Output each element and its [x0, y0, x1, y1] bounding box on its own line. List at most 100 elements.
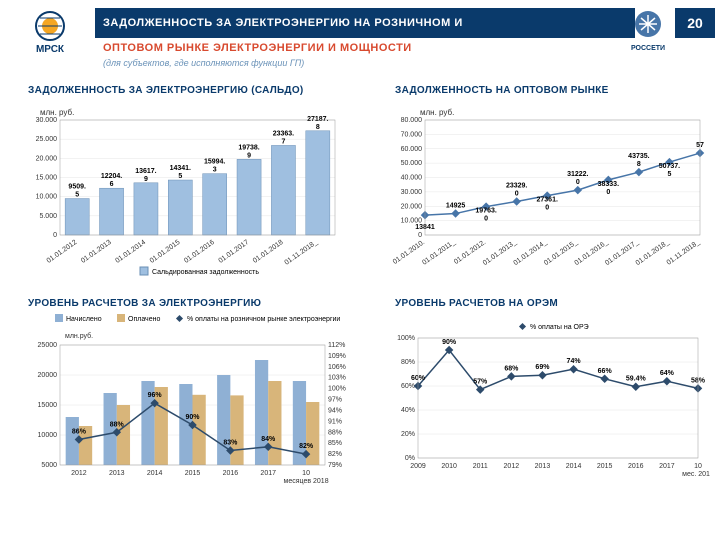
svg-text:01.01.2014: 01.01.2014	[114, 239, 147, 265]
svg-text:12204.: 12204.	[101, 173, 122, 180]
svg-text:2016: 2016	[223, 470, 239, 477]
svg-text:19738.: 19738.	[238, 144, 259, 151]
svg-text:2010: 2010	[441, 463, 457, 470]
svg-text:25000: 25000	[38, 342, 58, 349]
svg-text:8: 8	[316, 124, 320, 131]
svg-text:79%: 79%	[328, 462, 342, 469]
svg-text:82%: 82%	[299, 443, 314, 450]
svg-text:млн.руб.: млн.руб.	[65, 332, 93, 340]
svg-text:10.000: 10.000	[36, 194, 58, 201]
svg-text:0: 0	[418, 232, 422, 239]
svg-text:РОССЕТИ: РОССЕТИ	[631, 45, 665, 52]
svg-text:20.000: 20.000	[401, 203, 423, 210]
svg-text:40.000: 40.000	[401, 175, 423, 182]
svg-text:5: 5	[178, 173, 182, 180]
svg-text:69%: 69%	[535, 364, 550, 371]
chart2: 010.00020.00030.00040.00050.00060.00070.…	[390, 100, 710, 280]
subtitle-note: (для субъектов, где исполняются функции …	[103, 58, 304, 68]
svg-text:30.000: 30.000	[401, 189, 423, 196]
svg-text:58%: 58%	[691, 377, 706, 384]
svg-text:96%: 96%	[148, 392, 163, 399]
svg-text:23363.: 23363.	[273, 130, 294, 137]
svg-text:57%: 57%	[473, 379, 488, 386]
svg-text:8: 8	[637, 161, 641, 168]
svg-text:2015: 2015	[597, 463, 613, 470]
svg-text:01.01.2017: 01.01.2017	[217, 239, 250, 265]
svg-text:74%: 74%	[567, 358, 582, 365]
logo-mrsk: МРСК	[20, 8, 80, 68]
svg-text:2013: 2013	[535, 463, 551, 470]
svg-text:85%: 85%	[328, 440, 342, 447]
svg-text:27361.: 27361.	[537, 197, 558, 204]
svg-text:84%: 84%	[261, 436, 276, 443]
svg-text:27187.: 27187.	[307, 116, 328, 123]
svg-text:60%: 60%	[411, 375, 426, 382]
svg-text:01.11.2018_: 01.11.2018_	[666, 239, 702, 267]
svg-text:01.11.2018_: 01.11.2018_	[283, 239, 319, 267]
svg-text:0: 0	[606, 189, 610, 196]
svg-text:2009: 2009	[410, 463, 426, 470]
svg-text:2014: 2014	[566, 463, 582, 470]
svg-text:9: 9	[247, 152, 251, 159]
svg-text:9: 9	[144, 176, 148, 183]
svg-text:23329.: 23329.	[506, 182, 527, 189]
svg-text:112%: 112%	[328, 342, 345, 349]
svg-text:82%: 82%	[328, 451, 342, 458]
svg-text:30.000: 30.000	[36, 117, 58, 124]
svg-text:40%: 40%	[401, 407, 415, 414]
svg-text:0: 0	[53, 232, 57, 239]
svg-text:50.000: 50.000	[401, 160, 423, 167]
chart3-title: УРОВЕНЬ РАСЧЕТОВ ЗА ЭЛЕКТРОЭНЕРГИЮ	[28, 298, 261, 309]
svg-text:Оплачено: Оплачено	[128, 316, 160, 323]
svg-text:2012: 2012	[71, 470, 87, 477]
svg-text:5: 5	[667, 171, 671, 178]
svg-text:5.000: 5.000	[39, 213, 57, 220]
svg-text:97%: 97%	[328, 397, 342, 404]
svg-text:2017: 2017	[260, 470, 276, 477]
svg-text:10: 10	[302, 470, 310, 477]
svg-text:0%: 0%	[405, 455, 415, 462]
svg-text:50737.: 50737.	[659, 163, 680, 170]
svg-text:66%: 66%	[598, 368, 613, 375]
subtitle: ОПТОВОМ РЫНКЕ ЭЛЕКТРОЭНЕРГИИ И МОЩНОСТИ	[103, 42, 412, 54]
svg-text:0: 0	[545, 205, 549, 212]
svg-text:месяцев 2018: месяцев 2018	[284, 478, 329, 485]
svg-text:01.01.2011_: 01.01.2011_	[421, 239, 457, 267]
svg-text:20%: 20%	[401, 431, 415, 438]
svg-text:109%: 109%	[328, 353, 346, 360]
svg-text:88%: 88%	[328, 429, 342, 436]
svg-text:103%: 103%	[328, 375, 346, 382]
chart3: НачисленоОплачено% оплаты на розничном р…	[25, 310, 355, 510]
svg-text:43735.: 43735.	[628, 153, 649, 160]
svg-text:80%: 80%	[401, 359, 415, 366]
svg-text:Начислено: Начислено	[66, 316, 102, 323]
svg-text:9509.: 9509.	[68, 184, 86, 191]
svg-text:0: 0	[576, 179, 580, 186]
svg-text:106%: 106%	[328, 364, 346, 371]
svg-text:7: 7	[281, 138, 285, 145]
svg-text:01.01.2018_: 01.01.2018_	[635, 239, 671, 267]
chart1: 05.00010.00015.00020.00025.00030.0009509…	[25, 100, 345, 280]
svg-text:2014: 2014	[147, 470, 163, 477]
svg-text:6: 6	[110, 181, 114, 188]
svg-text:90%: 90%	[185, 414, 200, 421]
svg-text:100%: 100%	[328, 386, 346, 393]
svg-text:38333.: 38333.	[598, 181, 619, 188]
svg-text:01.01.2016: 01.01.2016	[183, 239, 216, 265]
svg-text:88%: 88%	[110, 421, 125, 428]
svg-text:91%: 91%	[328, 418, 342, 425]
svg-text:10: 10	[694, 463, 702, 470]
title-bar: ЗАДОЛЖЕННОСТЬ ЗА ЭЛЕКТРОЭНЕРГИЮ НА РОЗНИ…	[95, 8, 635, 38]
svg-text:15994.: 15994.	[204, 159, 225, 166]
svg-text:15000: 15000	[38, 402, 58, 409]
svg-text:01.01.2012: 01.01.2012	[46, 239, 79, 265]
svg-text:90%: 90%	[442, 339, 457, 346]
svg-text:2011: 2011	[473, 463, 488, 470]
svg-text:80.000: 80.000	[401, 117, 423, 124]
svg-text:10000: 10000	[38, 432, 58, 439]
svg-text:15.000: 15.000	[36, 175, 58, 182]
svg-text:68%: 68%	[504, 365, 519, 372]
svg-text:20.000: 20.000	[36, 155, 58, 162]
svg-text:Сальдированная задолженность: Сальдированная задолженность	[152, 269, 259, 276]
svg-text:19763.: 19763.	[475, 208, 496, 215]
